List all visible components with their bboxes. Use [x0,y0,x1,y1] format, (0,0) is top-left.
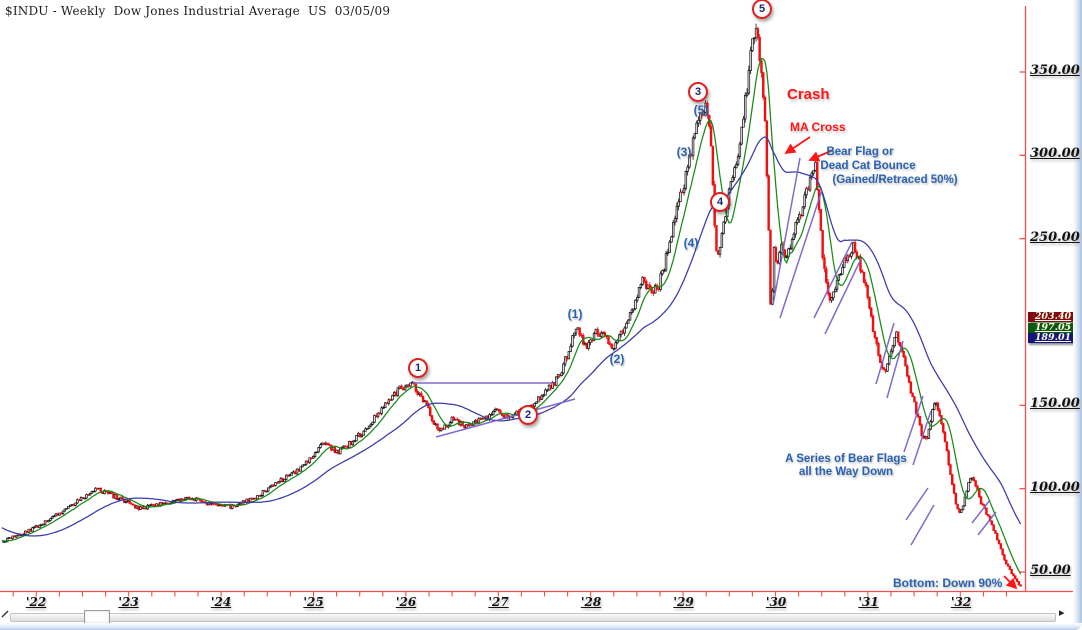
trendline [977,511,997,536]
x-axis-year-label-28: '28 [580,595,602,609]
trendline [912,410,932,466]
subwave-label-4: (4) [683,236,699,250]
wave-circle-1: 1 [408,358,428,378]
subwave-label-5: (5) [693,103,709,117]
trendline [435,398,576,438]
long-ma-40wk-line [1,136,1022,537]
last-value-box-high: 203.40 [1028,312,1078,322]
bear-flag-note-line-1: Bear Flag or [826,146,894,158]
trendline [905,487,929,521]
window-edge-right [1073,0,1082,630]
trendline [813,241,853,319]
subwave-label-1: (1) [567,307,583,321]
wave-circle-4: 4 [710,192,730,212]
x-axis-year-label-27: '27 [488,595,509,609]
horizontal-scrollbar-thumb[interactable] [84,610,110,624]
trendline [875,322,895,385]
series-bear-flags-line-1: A Series of Bear Flags [785,453,907,465]
trendline [824,258,862,335]
window-edge-bottom [0,623,1082,630]
subwave-label-3: (3) [676,145,692,159]
bear-flag-note-line-2: Dead Cat Bounce [820,160,916,172]
bottom-down-90-label: Bottom: Down 90% [893,576,1003,590]
series-bear-flags-line-2: all the Way Down [798,466,894,478]
wave-circle-3: 3 [688,82,708,102]
draw-tool-mark [1,610,9,618]
scrollbar-arrow-icon[interactable]: ▸ [1059,606,1065,619]
annotation-arrow [1003,575,1018,590]
short-ma-10wk-line [1,57,1022,575]
x-axis-year-label-23: '23 [118,595,139,609]
y-axis-label-100: 100.00 [1030,479,1080,495]
horizontal-scrollbar[interactable] [10,613,1056,622]
x-axis-year-label-24: '24 [210,595,232,609]
last-value-box-low: 189.01 [1028,333,1078,343]
subwave-label-2: (2) [609,352,625,366]
trendline [910,504,935,546]
annotation-arrow [808,149,834,162]
y-axis-label-300: 300.00 [1030,146,1080,162]
trendline [886,340,904,399]
crash-label: Crash [787,86,830,103]
x-axis-year-label-32: '32 [950,595,972,609]
wave-circle-2: 2 [518,405,538,425]
x-axis-year-label-22: '22 [25,595,47,609]
bear-flag-note-line-3: (Gained/Retraced 50%) [832,174,958,186]
x-axis-year-label-26: '26 [395,595,417,609]
x-axis-year-label-31: '31 [858,595,879,609]
last-value-box-mid: 197.05 [1028,322,1078,333]
x-axis-year-label-25: '25 [303,595,324,609]
y-axis-label-250: 250.00 [1030,229,1080,245]
x-axis-year-label-30: '30 [765,595,787,609]
chart-title: $INDU - Weekly Dow Jones Industrial Aver… [5,4,391,18]
trendline [772,157,801,306]
y-axis-label-50: 50.00 [1030,563,1071,578]
ma-cross-label: MA Cross [790,120,846,134]
wave-circle-5: 5 [752,0,772,19]
trendline [779,189,823,319]
annotation-arrow [784,136,811,154]
trendline [971,499,991,524]
trendline [903,395,924,453]
y-axis-label-350: 350.00 [1030,63,1080,78]
x-axis-year-label-29: '29 [673,595,694,609]
y-axis-label-150: 150.00 [1030,396,1080,412]
